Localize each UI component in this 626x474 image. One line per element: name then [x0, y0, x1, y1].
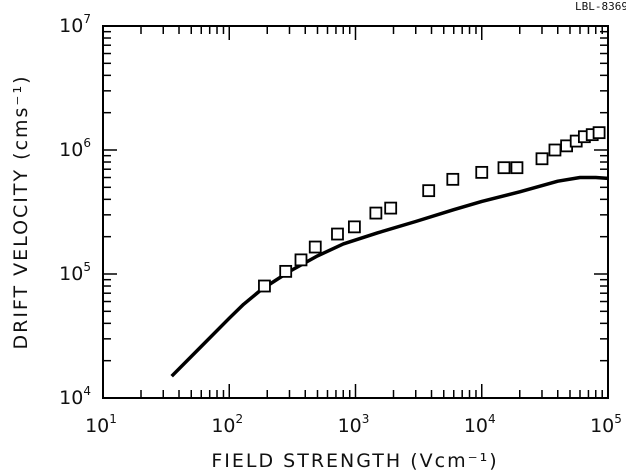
data-point-square	[294, 253, 308, 267]
data-point-square	[535, 152, 549, 166]
data-point-square	[510, 161, 524, 175]
axis-ticks	[102, 25, 609, 399]
data-point-square	[592, 126, 606, 140]
x-tick-label: 101	[85, 412, 117, 437]
x-tick-label: 105	[590, 412, 622, 437]
data-point-square	[258, 279, 271, 293]
data-point-square	[497, 161, 511, 175]
theory-curve	[170, 175, 609, 378]
y-tick-label: 105	[59, 260, 91, 285]
data-point-square	[369, 206, 383, 220]
plot-frame	[102, 25, 609, 399]
x-tick-labels: 101 102 103 104 105	[85, 412, 622, 437]
data-point-square	[446, 172, 460, 186]
x-tick-label: 102	[211, 412, 243, 437]
data-point-square	[548, 143, 562, 157]
x-tick-label: 103	[338, 412, 370, 437]
x-tick-label: 104	[464, 412, 496, 437]
y-tick-label: 106	[59, 136, 91, 161]
series-layer	[170, 126, 609, 378]
data-point-square	[331, 227, 344, 241]
y-tick-labels: 104 105 106 107	[59, 12, 91, 409]
y-tick-label: 104	[59, 384, 91, 409]
y-tick-label: 107	[59, 12, 91, 37]
data-point-square	[384, 201, 398, 215]
data-point-square	[279, 264, 293, 278]
reference-label: LBL-8369	[575, 0, 626, 13]
data-point-square	[475, 165, 489, 179]
y-axis-label: DRIFT VELOCITY (cms⁻¹)	[10, 75, 32, 350]
data-point-square	[347, 220, 361, 234]
x-axis-label: FIELD STRENGTH (Vcm⁻¹)	[211, 450, 498, 472]
data-point-square	[422, 184, 436, 198]
data-point-square	[308, 240, 322, 254]
